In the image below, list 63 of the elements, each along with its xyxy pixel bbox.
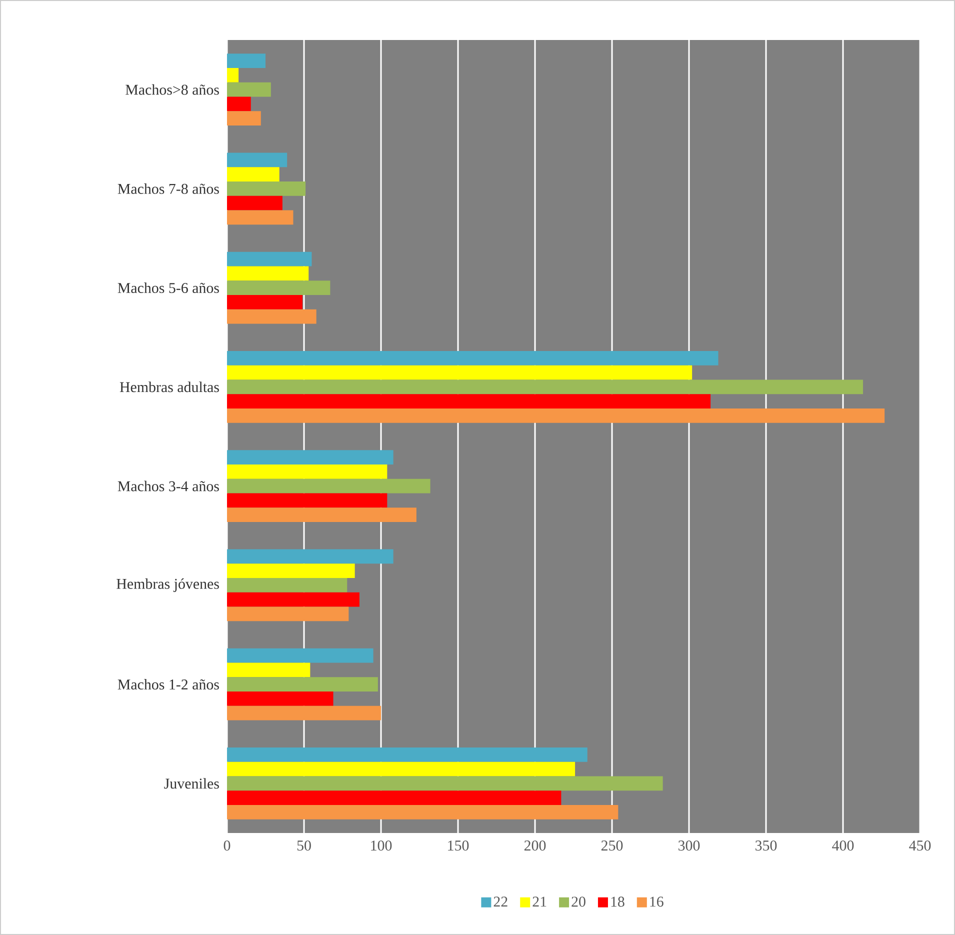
legend-label: 18 [611, 896, 624, 907]
bar [227, 606, 349, 622]
bar [227, 747, 588, 762]
bar [227, 762, 576, 776]
bar [227, 493, 388, 508]
legend-label: 21 [532, 896, 546, 907]
bar [227, 96, 251, 112]
bar [227, 111, 261, 126]
y-tick-label: Machos 1-2 años [118, 679, 219, 690]
bar [227, 82, 271, 97]
bar [227, 68, 239, 82]
bar [227, 408, 885, 423]
bar [227, 181, 306, 196]
y-tick-label: Hembras jóvenes [116, 578, 219, 592]
x-tick-label: 0 [224, 840, 230, 851]
bar [227, 508, 416, 522]
x-tick-label: 200 [524, 840, 546, 851]
bar [227, 252, 312, 266]
bar [227, 350, 718, 366]
legend-label: 20 [572, 896, 586, 907]
bar [227, 450, 394, 464]
bar [227, 706, 382, 720]
bar [227, 804, 618, 820]
x-tick-label: 50 [297, 840, 311, 851]
y-tick-label: Hembras adultas [120, 382, 219, 392]
bar [227, 210, 294, 225]
bar [227, 776, 663, 791]
x-tick-label: 450 [909, 840, 931, 851]
x-tick-label: 300 [678, 840, 700, 851]
x-tick-label: 400 [832, 840, 854, 851]
y-tick-label: Machos 5-6 años [118, 282, 219, 294]
bar [227, 394, 711, 408]
legend-label: 22 [494, 896, 508, 907]
bar [227, 592, 360, 607]
bar [227, 54, 266, 68]
bar [227, 266, 309, 281]
y-tick-label: Juveniles [164, 778, 219, 789]
x-tick-label: 100 [371, 840, 392, 851]
y-tick-label: Machos>8 años [126, 84, 219, 95]
bar [227, 167, 280, 182]
bar [227, 294, 302, 310]
bar [227, 464, 388, 479]
legend-label: 16 [650, 896, 664, 907]
y-tick-label: Machos 3-4 años [118, 480, 219, 492]
bar [227, 365, 692, 380]
x-tick-label: 350 [756, 840, 777, 851]
bar [227, 564, 355, 578]
bar [227, 478, 430, 494]
bar [227, 648, 374, 663]
bar [227, 691, 334, 706]
bar [227, 196, 282, 210]
x-tick-label: 150 [448, 840, 469, 851]
bar [227, 790, 562, 805]
bar [227, 578, 348, 592]
bar [227, 662, 310, 678]
y-tick-label: Machos 7-8 años [118, 183, 219, 194]
bar [227, 677, 378, 692]
bar [227, 549, 394, 564]
bar [227, 309, 316, 324]
x-tick-label: 250 [601, 840, 623, 851]
bar [227, 280, 330, 295]
bar [227, 152, 288, 168]
bar [227, 380, 864, 394]
